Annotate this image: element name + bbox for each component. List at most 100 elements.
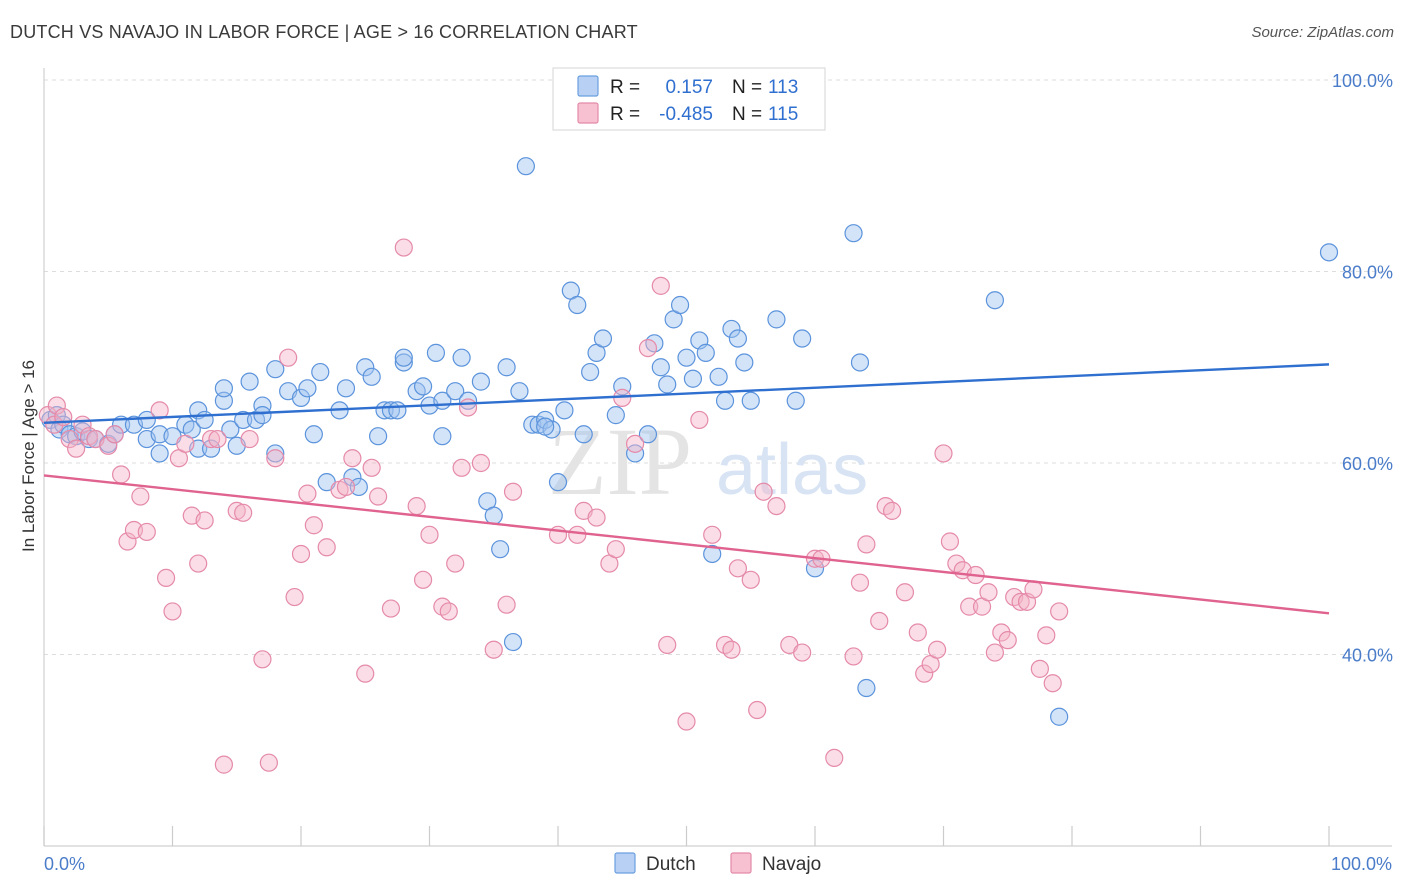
point-navajo bbox=[214, 755, 233, 774]
point-navajo bbox=[793, 643, 812, 662]
point-dutch bbox=[253, 406, 272, 425]
y-tick-label: 60.0% bbox=[1342, 454, 1393, 474]
point-dutch bbox=[356, 358, 375, 377]
point-dutch bbox=[413, 377, 433, 396]
point-dutch bbox=[510, 382, 529, 401]
point-dutch bbox=[536, 417, 555, 436]
point-navajo bbox=[484, 640, 503, 659]
point-navajo bbox=[446, 554, 465, 573]
point-navajo bbox=[625, 434, 645, 453]
point-dutch bbox=[214, 379, 233, 398]
point-navajo bbox=[253, 650, 272, 669]
watermark-zip: ZIP bbox=[548, 408, 692, 515]
point-dutch bbox=[388, 401, 407, 420]
point-dutch bbox=[709, 367, 728, 386]
chart-title: DUTCH VS NAVAJO IN LABOR FORCE | AGE > 1… bbox=[10, 22, 638, 42]
point-navajo bbox=[947, 554, 966, 573]
point-dutch bbox=[343, 468, 362, 487]
point-navajo bbox=[137, 522, 156, 542]
point-navajo bbox=[1030, 659, 1049, 678]
trendlines bbox=[43, 363, 1330, 615]
point-dutch bbox=[1050, 707, 1069, 726]
legend-navajo-n-label: N = bbox=[732, 104, 762, 125]
point-navajo bbox=[266, 449, 285, 468]
point-navajo bbox=[458, 398, 478, 417]
point-dutch bbox=[446, 382, 465, 401]
point-navajo bbox=[285, 587, 304, 607]
legend-dutch-n-value: 113 bbox=[768, 77, 798, 98]
legend-swatch-navajo bbox=[577, 102, 599, 124]
point-navajo bbox=[60, 429, 79, 449]
point-dutch bbox=[536, 410, 555, 430]
point-navajo bbox=[99, 436, 118, 455]
point-dutch bbox=[471, 372, 490, 391]
point-navajo bbox=[722, 640, 741, 659]
legend-swatch-dutch bbox=[577, 75, 599, 97]
point-navajo bbox=[317, 538, 336, 557]
point-navajo bbox=[234, 503, 253, 522]
source-credit: Source: ZipAtlas.com bbox=[1251, 24, 1394, 41]
bottom-legend: Dutch Navajo bbox=[614, 852, 821, 875]
point-navajo bbox=[298, 484, 317, 503]
x-tick-label-min: 0.0% bbox=[44, 854, 85, 874]
y-tick-label: 100.0% bbox=[1332, 71, 1393, 91]
point-navajo bbox=[870, 611, 889, 631]
point-dutch bbox=[696, 343, 715, 362]
point-navajo bbox=[336, 477, 356, 497]
point-navajo bbox=[908, 623, 927, 642]
point-navajo bbox=[741, 570, 760, 589]
point-navajo bbox=[1043, 674, 1062, 693]
point-navajo bbox=[189, 554, 208, 573]
legend-dutch-r-label: R = bbox=[610, 77, 640, 98]
point-navajo bbox=[118, 532, 137, 551]
point-dutch bbox=[857, 678, 876, 698]
point-dutch bbox=[150, 444, 169, 463]
point-navajo bbox=[163, 602, 182, 621]
point-dutch bbox=[234, 410, 253, 430]
legend-navajo-r-label: R = bbox=[610, 104, 640, 125]
point-dutch bbox=[1319, 243, 1339, 262]
point-navajo bbox=[227, 501, 246, 520]
point-dutch bbox=[298, 379, 317, 398]
point-navajo bbox=[362, 458, 381, 477]
point-navajo bbox=[131, 487, 150, 506]
bottom-legend-swatch-navajo bbox=[730, 852, 752, 874]
point-dutch bbox=[683, 369, 703, 388]
point-navajo bbox=[850, 573, 870, 592]
point-navajo bbox=[356, 664, 375, 683]
point-dutch bbox=[214, 391, 233, 410]
legend-dutch-n-label: N = bbox=[732, 77, 762, 98]
y-axis-title: In Labor Force | Age > 16 bbox=[19, 360, 38, 552]
point-dutch bbox=[593, 329, 613, 348]
y-tick-label: 80.0% bbox=[1342, 263, 1393, 283]
point-navajo bbox=[67, 439, 86, 458]
point-dutch bbox=[291, 388, 311, 407]
point-navajo bbox=[176, 434, 195, 453]
point-navajo bbox=[934, 444, 953, 463]
legend-navajo-n-value: 115 bbox=[768, 104, 798, 125]
point-navajo bbox=[895, 583, 915, 602]
point-dutch bbox=[735, 353, 754, 372]
point-navajo bbox=[979, 583, 998, 602]
point-dutch bbox=[311, 362, 330, 382]
point-navajo bbox=[882, 501, 902, 520]
point-dutch bbox=[458, 391, 478, 410]
point-navajo bbox=[940, 532, 960, 551]
point-dutch bbox=[349, 477, 368, 497]
trendline-dutch bbox=[43, 363, 1330, 424]
legend-navajo-r-value: -0.485 bbox=[659, 104, 713, 125]
point-dutch bbox=[844, 224, 863, 243]
y-tick-label: 40.0% bbox=[1342, 646, 1393, 666]
point-dutch bbox=[786, 391, 805, 410]
point-dutch bbox=[240, 372, 259, 391]
point-dutch bbox=[201, 439, 221, 458]
point-navajo bbox=[960, 597, 979, 616]
point-dutch bbox=[715, 391, 735, 410]
point-dutch bbox=[452, 348, 471, 367]
point-navajo bbox=[201, 429, 221, 449]
bottom-legend-label-dutch: Dutch bbox=[646, 854, 696, 875]
point-dutch bbox=[568, 295, 587, 315]
point-navajo bbox=[208, 429, 227, 449]
point-dutch bbox=[336, 379, 356, 398]
point-navajo bbox=[915, 664, 934, 683]
